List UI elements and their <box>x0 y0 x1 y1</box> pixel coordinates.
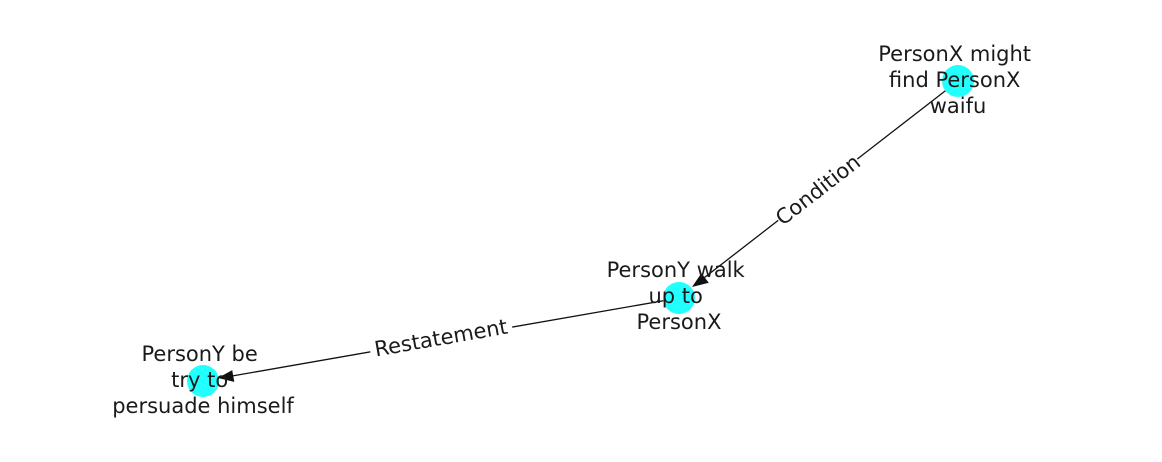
node-label-line: PersonY walk <box>607 258 746 282</box>
node-label-line: try to <box>171 368 228 392</box>
node-persony-be-try: PersonY be try to persuade himself <box>112 342 294 418</box>
edge-restatement-arrowhead <box>218 370 235 382</box>
node-label: PersonX might find PersonX waifu <box>878 42 1037 118</box>
edge-condition-label-bg <box>769 148 867 232</box>
edge-condition: Condition <box>692 80 959 287</box>
node-circle <box>942 65 974 97</box>
edge-condition-label: Condition <box>771 150 865 230</box>
node-label-line: PersonX might <box>878 42 1031 66</box>
node-label-line: persuade himself <box>112 394 294 418</box>
node-label-line: waifu <box>930 94 987 118</box>
edge-restatement-label-bg <box>367 311 515 365</box>
node-label-line: up to <box>648 284 702 308</box>
node-label: PersonY walk up to PersonX <box>607 258 752 334</box>
node-persony-walk-up: PersonY walk up to PersonX <box>607 258 752 334</box>
node-label: PersonY be try to persuade himself <box>112 342 294 418</box>
edge-restatement-label: Restatement <box>373 315 510 362</box>
node-label-line: find PersonX <box>889 68 1021 92</box>
node-personx-might-find: PersonX might find PersonX waifu <box>878 42 1037 118</box>
edge-condition-arrowhead <box>692 273 709 287</box>
node-label-line: PersonX <box>637 310 722 334</box>
node-circle <box>187 365 219 397</box>
node-label-line: PersonY be <box>141 342 257 366</box>
edge-restatement: Restatement <box>218 297 680 382</box>
node-circle <box>663 282 695 314</box>
